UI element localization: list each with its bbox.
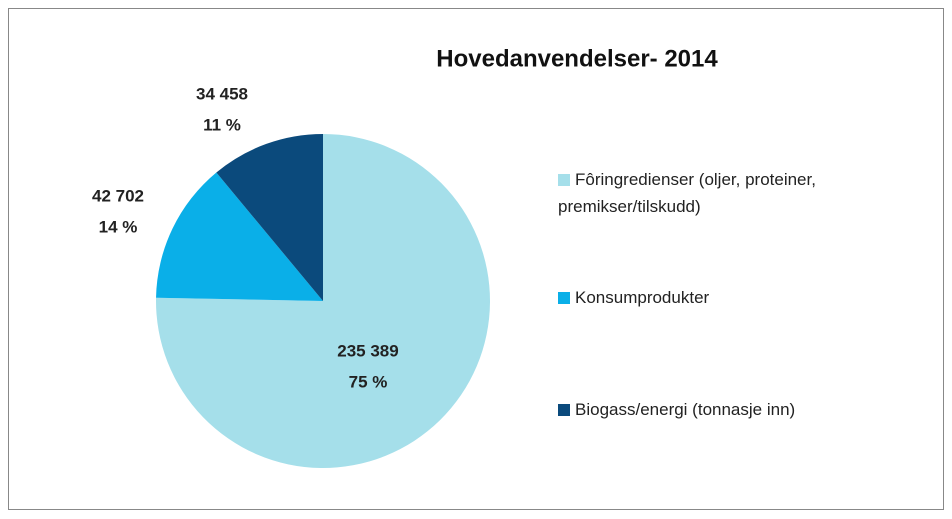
legend-swatch — [558, 292, 570, 304]
chart-title: Hovedanvendelser- 2014 — [436, 45, 718, 72]
legend-swatch — [558, 174, 570, 186]
legend-entry: Fôringredienser (oljer, proteiner, premi… — [558, 166, 943, 220]
data-label: 34 458 — [196, 84, 248, 103]
percent-label: 14 % — [99, 217, 138, 236]
pie-slice — [156, 172, 323, 301]
legend-label: Biogass/energi (tonnasje inn) — [575, 400, 796, 419]
percent-label: 11 % — [203, 115, 241, 134]
legend-entry: Konsumprodukter — [558, 284, 943, 311]
percent-label: 75 % — [349, 372, 388, 391]
data-label: 42 702 — [92, 186, 144, 205]
data-label: 235 389 — [337, 341, 398, 360]
legend-swatch — [558, 404, 570, 416]
pie-slice — [216, 134, 323, 301]
legend-label: Fôringredienser (oljer, proteiner, premi… — [558, 170, 816, 216]
legend-entry: Biogass/energi (tonnasje inn) — [558, 396, 943, 423]
legend-label: Konsumprodukter — [575, 288, 710, 307]
